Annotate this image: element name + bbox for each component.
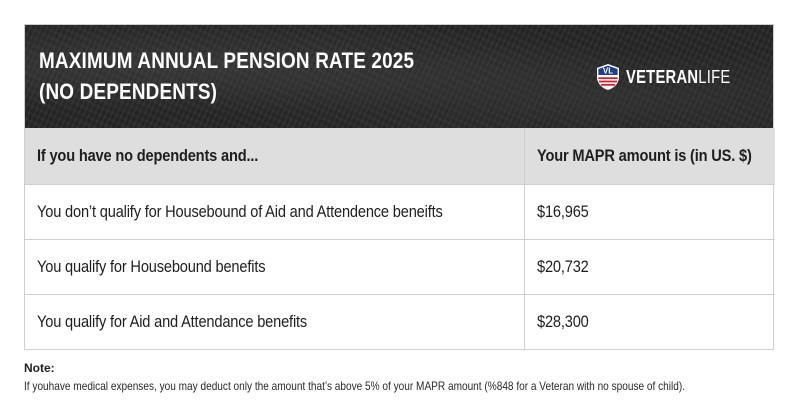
title-line-2: (NO DEPENDENTS) (39, 79, 218, 104)
brand-name-light: LIFE (697, 66, 731, 87)
pension-rate-table: If you have no dependents and... Your MA… (25, 128, 775, 349)
badge-letters: VL (603, 67, 613, 76)
pension-rate-card: MAXIMUM ANNUAL PENSION RATE 2025 (NO DEP… (24, 24, 775, 350)
header-banner: MAXIMUM ANNUAL PENSION RATE 2025 (NO DEP… (25, 25, 773, 128)
amount-text: $28,300 (536, 311, 589, 331)
note-label: Note: (24, 361, 55, 375)
table-row: You qualify for Aid and Attendance benef… (25, 293, 775, 349)
table-row: You qualify for Housebound benefits $20,… (25, 238, 775, 294)
table-row: You don’t qualify for Housebound of Aid … (25, 183, 775, 239)
condition-cell: You qualify for Aid and Attendance benef… (25, 293, 525, 349)
veteranlife-logo: VL VETERANLIFE (596, 63, 753, 91)
column-header-amount: Your MAPR amount is (in US. $) (524, 128, 775, 184)
brand-name-bold: VETERAN (625, 66, 698, 87)
column-header-condition-text: If you have no dependents and... (37, 145, 259, 165)
condition-text: You don’t qualify for Housebound of Aid … (37, 201, 443, 221)
column-header-amount-text: Your MAPR amount is (in US. $) (536, 145, 752, 165)
amount-cell: $16,965 (524, 183, 775, 239)
column-header-condition: If you have no dependents and... (25, 128, 525, 184)
amount-text: $16,965 (536, 201, 589, 221)
note-text: If youhave medical expenses, you may ded… (24, 379, 685, 393)
table-header-row: If you have no dependents and... Your MA… (25, 128, 775, 184)
condition-cell: You don’t qualify for Housebound of Aid … (25, 183, 525, 239)
page-title: MAXIMUM ANNUAL PENSION RATE 2025 (NO DEP… (39, 45, 414, 107)
amount-cell: $20,732 (524, 238, 775, 294)
amount-cell: $28,300 (524, 293, 775, 349)
footnote: Note: If youhave medical expenses, you m… (24, 361, 784, 395)
condition-text: You qualify for Housebound benefits (37, 256, 266, 276)
condition-text: You qualify for Aid and Attendance benef… (37, 311, 308, 331)
title-line-1: MAXIMUM ANNUAL PENSION RATE 2025 (39, 48, 415, 73)
condition-cell: You qualify for Housebound benefits (25, 238, 525, 294)
brand-name: VETERANLIFE (626, 67, 730, 88)
amount-text: $20,732 (536, 256, 589, 276)
shield-icon: VL (596, 64, 619, 90)
